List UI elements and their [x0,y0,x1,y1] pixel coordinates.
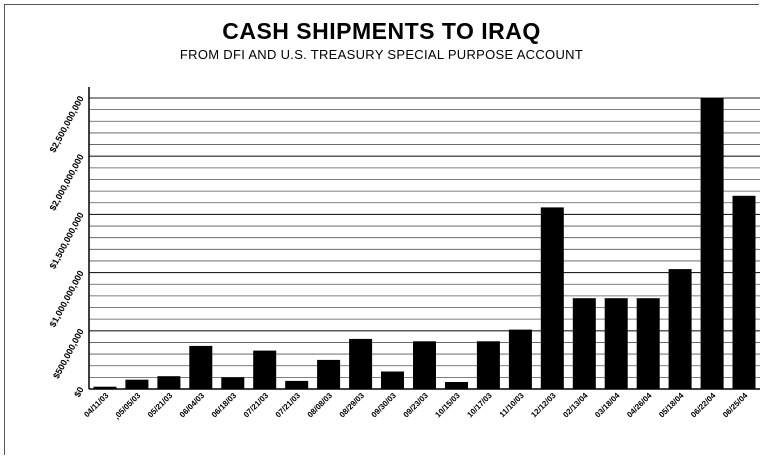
bar [700,98,724,389]
x-tick-label: 12/12/03 [529,391,558,420]
x-tick-label: 06/04/03 [178,391,207,420]
bar [572,298,596,389]
bar [285,380,309,389]
bar [349,338,373,389]
x-tick-label: 06/18/03 [210,391,239,420]
bar [189,345,213,389]
bar [668,269,692,389]
x-tick-label: 07/21/03 [242,391,271,420]
x-tick-label: 09/23/03 [402,391,431,420]
bar [476,341,500,389]
x-tick-label: 05/18/04 [657,391,686,420]
chart-subtitle: FROM DFI AND U.S. TREASURY SPECIAL PURPO… [179,47,584,62]
x-tick-label: 04/11/03 [82,391,110,419]
bar [125,379,149,389]
bar [413,341,436,389]
bar [445,382,468,389]
y-tick-label: $2,000,000,000 [48,152,86,212]
y-tick-label: $0 [72,385,86,399]
y-tick-labels: $0 $500,000,000$1,000,000,000$1,500,000,0… [48,94,86,399]
bars [93,98,756,389]
x-tick-label: 02/13/04 [561,391,590,420]
bar [636,298,660,389]
x-tick-label: 08/08/03 [306,391,335,420]
y-tick-label: $500,000,000 [51,327,86,380]
chart-title: CASH SHIPMENTS TO IRAQ [222,18,541,44]
bar [381,371,404,389]
x-tick-label: ,05/05/03 [112,391,142,421]
bar [157,376,181,389]
bar [253,350,277,389]
y-tick-label: $2,500,000,000 [48,94,86,154]
bar [604,298,628,389]
y-tick-label: $1,000,000,000 [48,269,86,329]
x-tick-label: 09/30/03 [370,391,399,420]
bar [221,377,245,389]
x-tick-label: 10/17/03 [465,391,494,420]
x-tick-label: 06/22/04 [689,391,718,420]
bar [540,207,564,389]
x-tick-label: 05/21/03 [146,391,175,420]
x-tick-label: 07/21/03 [274,391,303,420]
bar [93,386,117,389]
bar [732,195,756,389]
x-tick-label: 06/25/04 [721,391,750,420]
bar [317,359,341,389]
x-tick-label: 10/15/03 [433,391,462,420]
x-tick-label: 11/10/03 [498,391,526,419]
x-tick-label: 03/18/04 [593,391,622,420]
x-tick-label: 08/29/03 [338,391,367,420]
chart-frame [4,4,759,455]
x-tick-labels: 04/11/03,05/05/03 05/21/03 06/04/03 06/18/0… [82,391,750,421]
x-tick-label: 04/26/04 [625,391,654,420]
y-tick-label: $1,500,000,000 [48,211,86,271]
bar [508,329,532,389]
